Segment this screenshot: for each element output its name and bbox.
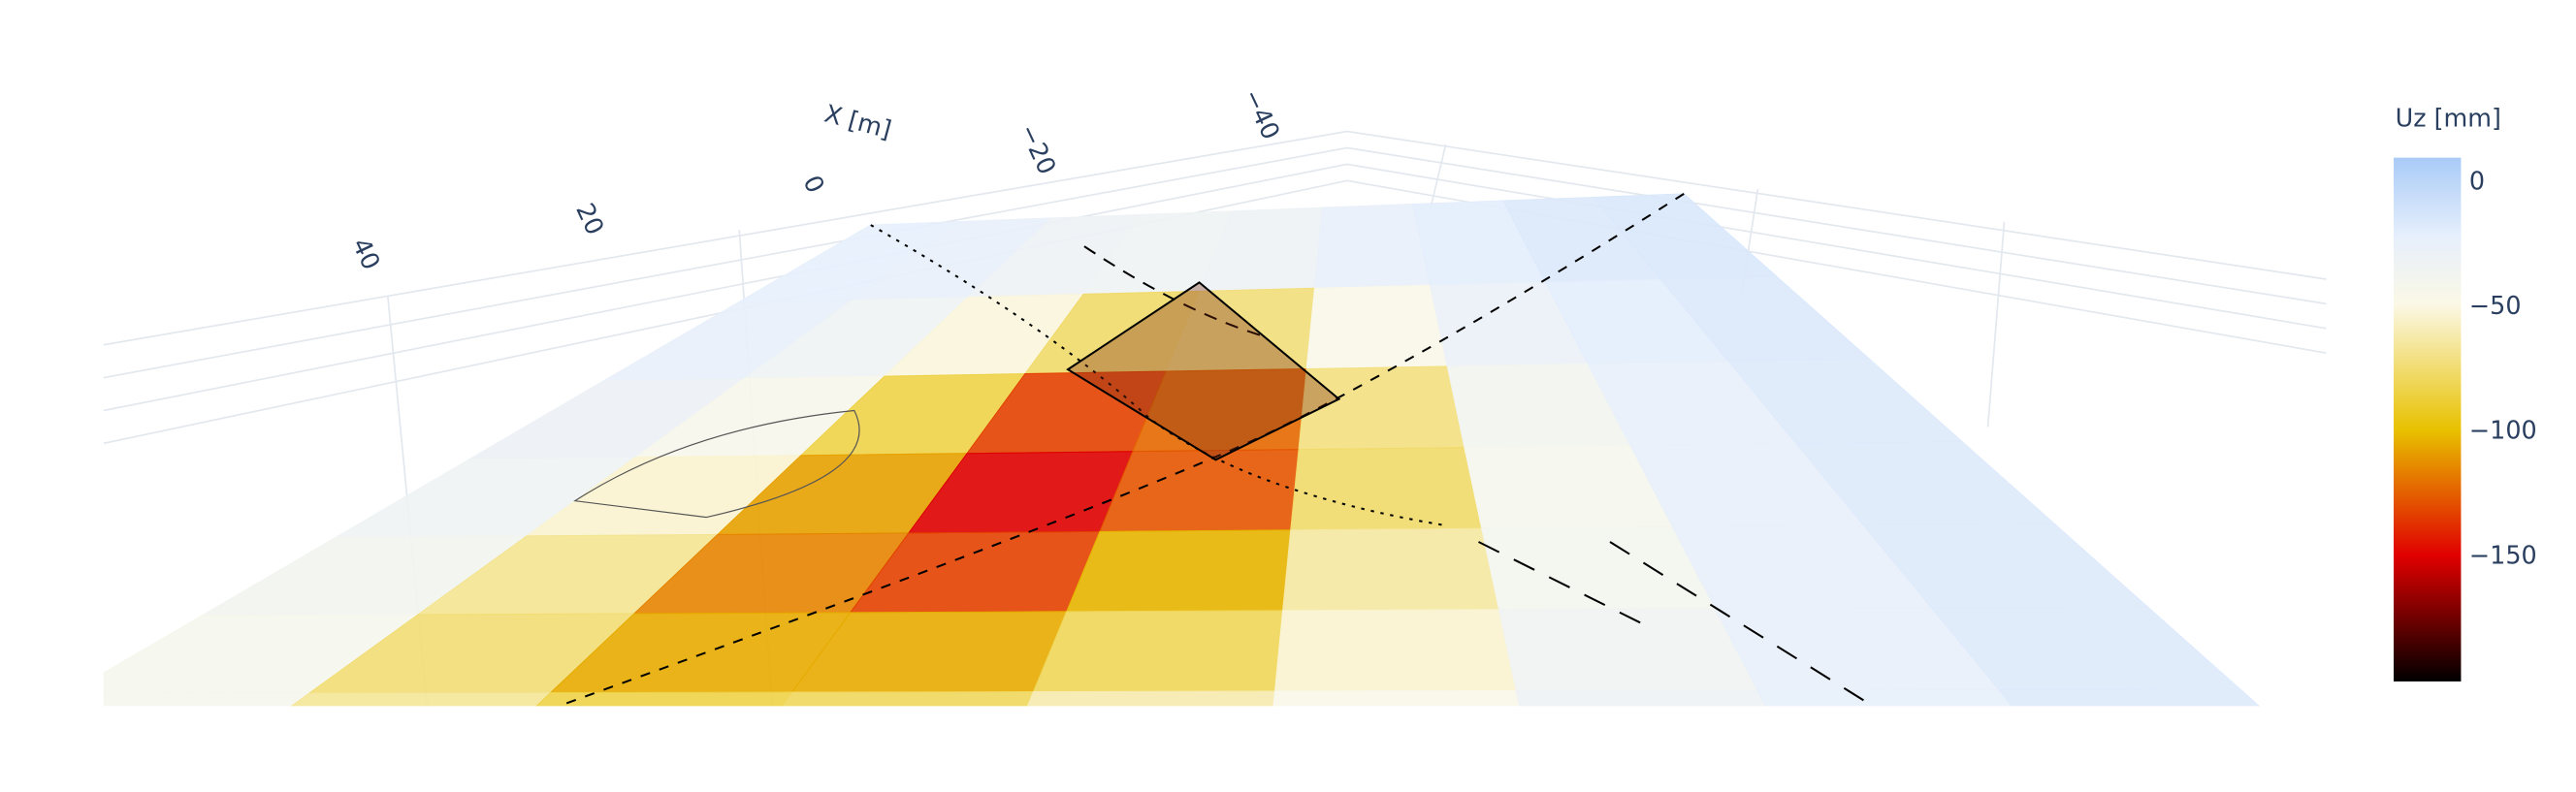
x-tick-label: −40: [1238, 84, 1286, 143]
surface-cell: [103, 692, 311, 707]
surface-cell: [1282, 527, 1500, 612]
colorbar-tick-label: −150: [2469, 540, 2537, 569]
colorbar-title: Uz [mm]: [2396, 104, 2501, 133]
surface-cell: [1997, 688, 2261, 707]
surface-cell: [290, 691, 553, 707]
surface-cell: [1290, 447, 1483, 531]
colorbar-tick-label: −50: [2469, 291, 2522, 320]
colorbar-tick-label: −100: [2469, 416, 2537, 445]
colorbar: [2393, 157, 2462, 681]
overlay-lines: [558, 193, 1874, 707]
surface-cell: [1756, 688, 2013, 707]
surface-cell: [1305, 284, 1448, 369]
surface-cell: [781, 690, 1035, 707]
surface-cell: [1032, 610, 1284, 692]
surface-cell: [1298, 365, 1465, 451]
x-tick-label: 40: [346, 234, 386, 274]
colorbar-ticks: 0 −50 −100 −150: [2469, 166, 2537, 569]
surface-cell: [1272, 689, 1521, 707]
surface-cell: [1497, 608, 1758, 691]
colorbar-tick-label: 0: [2469, 166, 2485, 195]
surface: [103, 193, 2261, 707]
x-tick-label: 20: [570, 199, 610, 239]
surface-cell: [1273, 609, 1517, 692]
surface-cell: [1099, 449, 1300, 532]
surface-cell: [1065, 529, 1292, 613]
surface-cell: [1313, 204, 1432, 289]
surface-cell: [1515, 689, 1767, 707]
surface-cell: [535, 691, 793, 707]
x-tick-label: 0: [797, 171, 830, 197]
surface-cell: [1026, 690, 1276, 707]
x-axis-title: X [m]: [821, 99, 894, 144]
x-tick-label: −20: [1014, 119, 1062, 178]
